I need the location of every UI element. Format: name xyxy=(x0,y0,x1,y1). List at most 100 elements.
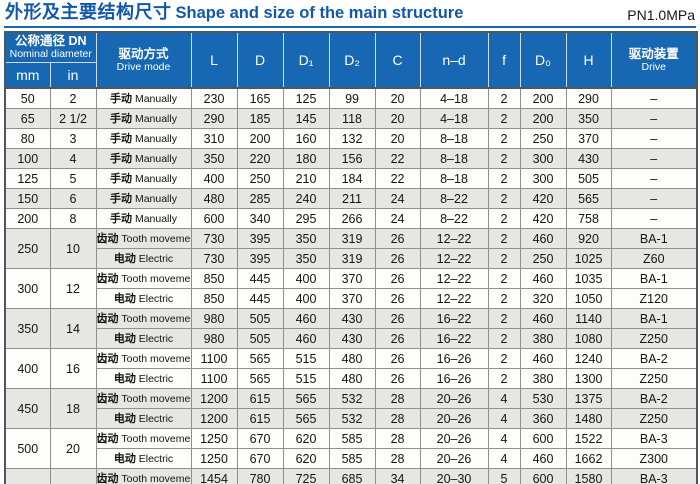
drive-device-cell: – xyxy=(610,148,698,169)
drive-mode-cell: 齿动 Tooth movement xyxy=(95,468,192,484)
dim-value-cell: 16–22 xyxy=(419,328,489,349)
drive-mode-cell: 手动 Manually xyxy=(95,128,192,149)
dn-mm-cell: 600 xyxy=(4,468,51,484)
dim-value-cell: 250 xyxy=(519,128,567,149)
drive-device-cell: Z120 xyxy=(610,288,698,309)
dim-value-cell: 1200 xyxy=(190,388,238,409)
dim-value-cell: 400 xyxy=(282,268,330,289)
dim-value-cell: 360 xyxy=(519,408,567,429)
dim-value-cell: 4–18 xyxy=(419,87,489,109)
drive-mode-cell: 手动 Manually xyxy=(95,108,192,129)
dn-mm-cell: 450 xyxy=(4,388,51,429)
drive-device-cell: Z60 xyxy=(610,248,698,269)
header-drive-device-en: Drive xyxy=(641,61,667,73)
dim-value-cell: 22 xyxy=(374,148,421,169)
drive-device-cell: BA-3 xyxy=(610,468,698,484)
dim-value-cell: 12–22 xyxy=(419,248,489,269)
header-dim-C: C xyxy=(374,31,421,89)
dim-value-cell: 26 xyxy=(374,228,421,249)
dim-value-cell: 2 xyxy=(487,208,521,229)
drive-device-cell: BA-1 xyxy=(610,228,698,249)
dim-value-cell: 185 xyxy=(236,108,284,129)
drive-mode-cell: 齿动 Tooth movement xyxy=(95,348,192,369)
drive-device-cell: – xyxy=(610,87,698,109)
dim-value-cell: 565 xyxy=(565,188,612,209)
drive-mode-cell: 手动 Manually xyxy=(95,188,192,209)
spec-table-header: 公称通径 DN Nominal diameter 驱动方式 Drive mode… xyxy=(4,31,698,89)
drive-mode-cell: 电动 Electric xyxy=(95,248,192,269)
page-title: 外形及主要结构尺寸 Shape and size of the main stru… xyxy=(5,0,463,24)
table-row: 电动 Electric 850 445 400 370 26 12–22 2 320 1050 Z1… xyxy=(5,288,698,309)
header-nominal-diameter: 公称通径 DN Nominal diameter xyxy=(4,31,97,63)
table-row: 200 8 手动 Manually 600 340 295 266 24 8–22 2 420 758… xyxy=(4,208,698,229)
dim-value-cell: 1300 xyxy=(565,368,612,389)
dim-value-cell: 685 xyxy=(328,468,376,484)
dim-value-cell: 585 xyxy=(328,448,376,469)
dim-value-cell: 1522 xyxy=(565,428,612,449)
dim-value-cell: 430 xyxy=(565,148,612,169)
table-row: 电动 Electric 1200 615 565 532 28 20–26 4 360 1480 Z… xyxy=(5,408,698,429)
header-dim-D2: D₂ xyxy=(328,31,376,89)
dim-value-cell: 445 xyxy=(236,288,284,309)
dim-value-cell: 26 xyxy=(374,248,421,269)
dim-value-cell: 319 xyxy=(328,228,376,249)
dim-value-cell: 300 xyxy=(519,168,567,189)
dn-in-cell: 18 xyxy=(49,388,97,429)
dim-value-cell: 370 xyxy=(328,268,376,289)
dim-value-cell: 240 xyxy=(282,188,330,209)
drive-device-cell: BA-1 xyxy=(610,308,698,329)
dn-mm-cell: 125 xyxy=(4,168,51,189)
dim-value-cell: 585 xyxy=(328,428,376,449)
dim-value-cell: 2 xyxy=(487,87,521,109)
dim-value-cell: 20–26 xyxy=(419,448,489,469)
dim-value-cell: 20–26 xyxy=(419,408,489,429)
dim-value-cell: 290 xyxy=(190,108,238,129)
dim-value-cell: 370 xyxy=(328,288,376,309)
dim-value-cell: 125 xyxy=(282,87,330,109)
dim-value-cell: 16–26 xyxy=(419,368,489,389)
dn-mm-cell: 400 xyxy=(4,348,51,389)
dim-value-cell: 4 xyxy=(487,388,521,409)
dim-value-cell: 1240 xyxy=(565,348,612,369)
dim-value-cell: 1080 xyxy=(565,328,612,349)
dim-value-cell: 26 xyxy=(374,328,421,349)
dim-value-cell: 1480 xyxy=(565,408,612,429)
dim-value-cell: 460 xyxy=(519,228,567,249)
dim-value-cell: 8–18 xyxy=(419,168,489,189)
dim-value-cell: 4 xyxy=(487,448,521,469)
dim-value-cell: 28 xyxy=(374,448,421,469)
dim-value-cell: 12–22 xyxy=(419,268,489,289)
page-title-en: Shape and size of the main structure xyxy=(175,4,464,22)
dim-value-cell: 28 xyxy=(374,408,421,429)
drive-device-cell: Z300 xyxy=(610,448,698,469)
drive-mode-cell: 齿动 Tooth movement xyxy=(95,428,192,449)
dim-value-cell: 132 xyxy=(328,128,376,149)
dim-value-cell: 505 xyxy=(236,328,284,349)
dim-value-cell: 515 xyxy=(282,348,330,369)
dim-value-cell: 505 xyxy=(236,308,284,329)
dim-value-cell: 8–18 xyxy=(419,148,489,169)
table-row: 400 16 齿动 Tooth movement 1100 565 515 480 26 16–… xyxy=(4,348,698,389)
dim-value-cell: 400 xyxy=(282,288,330,309)
drive-device-cell: BA-2 xyxy=(610,388,698,409)
dim-value-cell: 565 xyxy=(282,408,330,429)
dim-value-cell: 430 xyxy=(328,308,376,329)
dim-value-cell: 2 xyxy=(487,308,521,329)
dim-value-cell: 920 xyxy=(565,228,612,249)
dim-value-cell: 400 xyxy=(190,168,238,189)
dim-value-cell: 2 xyxy=(487,228,521,249)
header-dim-D1: D₁ xyxy=(282,31,330,89)
dim-value-cell: 210 xyxy=(282,168,330,189)
dim-value-cell: 1200 xyxy=(190,408,238,429)
header-unit-mm: mm xyxy=(4,61,51,89)
dim-value-cell: 5 xyxy=(487,468,521,484)
dn-mm-cell: 50 xyxy=(4,87,51,109)
dim-value-cell: 34 xyxy=(374,468,421,484)
dim-value-cell: 290 xyxy=(565,87,612,109)
dim-value-cell: 4 xyxy=(487,408,521,429)
dim-value-cell: 2 xyxy=(487,268,521,289)
dn-in-cell: 5 xyxy=(49,168,97,189)
dn-mm-cell: 150 xyxy=(4,188,51,209)
dim-value-cell: 20–30 xyxy=(419,468,489,484)
